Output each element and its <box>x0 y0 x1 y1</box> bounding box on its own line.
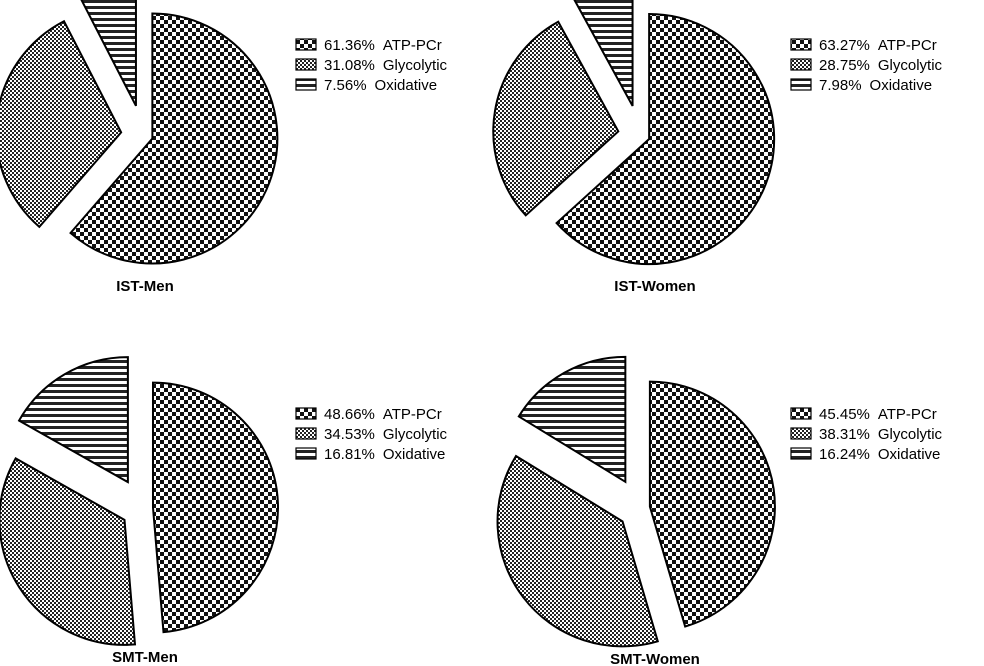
pie-slice-oxidative <box>17 356 129 484</box>
legend-swatch-glycolytic <box>295 58 317 71</box>
pie-slice-atp-pcr <box>151 381 279 634</box>
legend-label: Oxidative <box>375 77 438 94</box>
legend-value: 34.53% <box>324 426 375 443</box>
legend-entry-oxidative: 7.98% Oxidative <box>819 77 932 94</box>
legend-label: Glycolytic <box>383 57 448 74</box>
legend: 45.45% ATP-PCr 38.31% Glycolytic 16.24% Oxida… <box>790 406 943 463</box>
pie-panel-ist-women: 63.27% ATP-PCr 28.75% Glycolytic 7.98% Oxidat… <box>492 0 943 295</box>
legend: 48.66% ATP-PCr 34.53% Glycolytic 16.81% Oxida… <box>295 406 448 463</box>
legend: 63.27% ATP-PCr 28.75% Glycolytic 7.98% Oxidat… <box>790 37 943 94</box>
legend-value: 38.31% <box>819 426 870 443</box>
pie-slice-oxidative <box>517 355 627 484</box>
legend-swatch-atp-pcr <box>295 407 317 420</box>
legend-swatch-glycolytic <box>790 58 812 71</box>
legend-label: Glycolytic <box>878 426 943 443</box>
legend-label: Glycolytic <box>878 57 943 74</box>
pie-slice-glycolytic <box>492 20 620 217</box>
legend-value: 16.24% <box>819 446 870 463</box>
pie-slice-oxidative <box>573 0 634 107</box>
legend-swatch-oxidative <box>790 447 812 460</box>
legend-entry-glycolytic: 34.53% Glycolytic <box>324 426 448 443</box>
legend-entry-atp-pcr: 48.66% ATP-PCr <box>324 406 442 423</box>
legend-swatch-atp-pcr <box>790 38 812 51</box>
legend-swatch-oxidative <box>295 447 317 460</box>
legend-value: 28.75% <box>819 57 870 74</box>
pie-slice-glycolytic <box>496 454 660 648</box>
pie-panel-smt-women: 45.45% ATP-PCr 38.31% Glycolytic 16.24% Oxida… <box>496 355 943 666</box>
legend-value: 48.66% <box>324 406 375 423</box>
legend-swatch-oxidative <box>295 78 317 91</box>
pie-slice-glycolytic <box>0 19 123 229</box>
legend-entry-glycolytic: 31.08% Glycolytic <box>324 57 448 74</box>
pie-slice-atp-pcr <box>648 380 776 628</box>
legend-label: ATP-PCr <box>383 406 442 423</box>
legend-swatch-glycolytic <box>790 427 812 440</box>
legend-value: 16.81% <box>324 446 375 463</box>
legend-value: 63.27% <box>819 37 870 54</box>
legend-label: Glycolytic <box>383 426 448 443</box>
legend-label: ATP-PCr <box>878 406 937 423</box>
chart-title: SMT-Men <box>112 649 178 666</box>
legend-value: 31.08% <box>324 57 375 74</box>
legend-swatch-oxidative <box>790 78 812 91</box>
pie-slice-atp-pcr <box>69 12 279 265</box>
legend-swatch-atp-pcr <box>295 38 317 51</box>
legend-value: 45.45% <box>819 406 870 423</box>
pie-slice-glycolytic <box>0 456 137 646</box>
legend-label: Oxidative <box>383 446 446 463</box>
chart-title: SMT-Women <box>610 651 700 666</box>
legend-swatch-atp-pcr <box>790 407 812 420</box>
legend-entry-atp-pcr: 45.45% ATP-PCr <box>819 406 937 423</box>
legend-value: 61.36% <box>324 37 375 54</box>
legend-entry-atp-pcr: 61.36% ATP-PCr <box>324 37 442 54</box>
legend-entry-oxidative: 16.24% Oxidative <box>819 446 940 463</box>
pie-slice-atp-pcr <box>555 13 776 266</box>
legend-label: ATP-PCr <box>383 37 442 54</box>
legend-entry-oxidative: 7.56% Oxidative <box>324 77 437 94</box>
chart-title: IST-Women <box>614 278 695 295</box>
legend-entry-glycolytic: 38.31% Glycolytic <box>819 426 943 443</box>
legend-entry-glycolytic: 28.75% Glycolytic <box>819 57 943 74</box>
legend-entry-oxidative: 16.81% Oxidative <box>324 446 445 463</box>
legend-value: 7.98% <box>819 77 862 94</box>
pie-panel-smt-men: 48.66% ATP-PCr 34.53% Glycolytic 16.81% Oxida… <box>0 356 448 666</box>
chart-title: IST-Men <box>116 278 174 295</box>
pie-panel-ist-men: 61.36% ATP-PCr 31.08% Glycolytic 7.56% Oxidat… <box>0 0 448 295</box>
legend-entry-atp-pcr: 63.27% ATP-PCr <box>819 37 937 54</box>
legend-label: Oxidative <box>878 446 941 463</box>
legend-value: 7.56% <box>324 77 367 94</box>
legend: 61.36% ATP-PCr 31.08% Glycolytic 7.56% Oxidat… <box>295 37 448 94</box>
pie-slice-oxidative <box>80 0 137 107</box>
legend-swatch-glycolytic <box>295 427 317 440</box>
legend-label: Oxidative <box>870 77 933 94</box>
legend-label: ATP-PCr <box>878 37 937 54</box>
